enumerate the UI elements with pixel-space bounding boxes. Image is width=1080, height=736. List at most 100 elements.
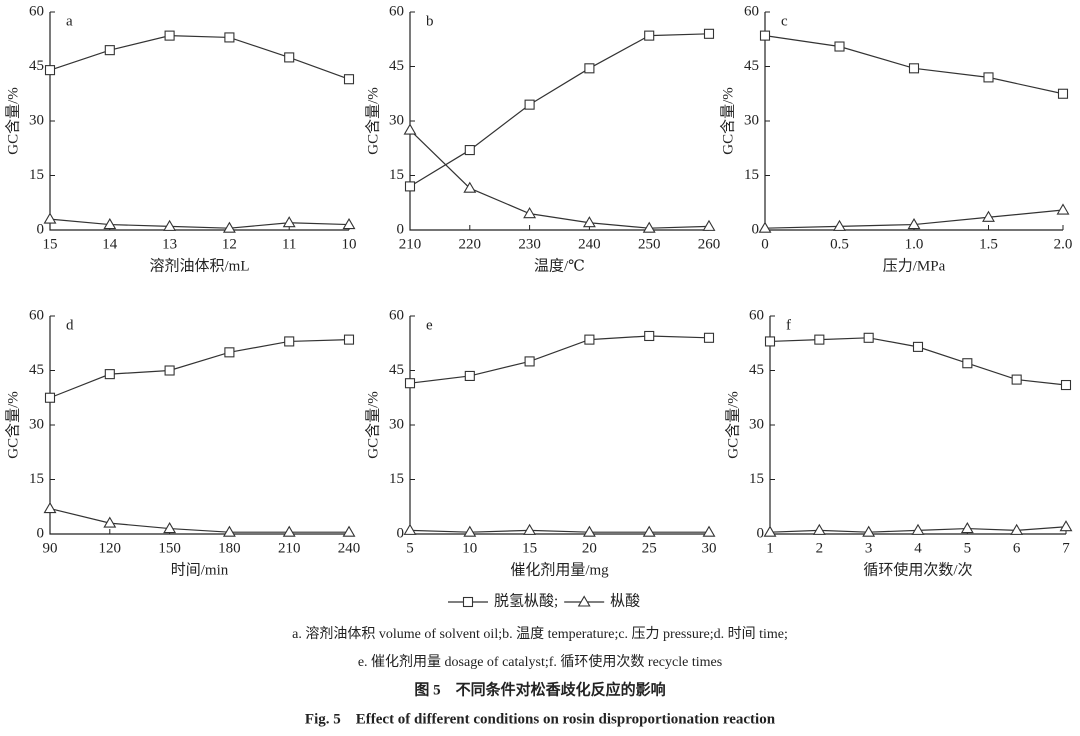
y-tick-label: 0: [752, 221, 760, 237]
y-tick-label: 45: [389, 362, 404, 378]
series-line: [409, 129, 710, 229]
x-tick-label: 1.0: [905, 236, 924, 252]
marker-square: [104, 369, 115, 380]
x-tick-label: 14: [102, 236, 118, 252]
y-tick-label: 45: [29, 58, 44, 74]
y-tick-label: 30: [389, 112, 404, 128]
x-tick-label: 15: [43, 236, 58, 252]
marker-triangle: [1010, 523, 1024, 535]
marker-triangle: [342, 217, 356, 230]
marker-square: [703, 332, 715, 343]
y-tick-label: 15: [29, 471, 44, 487]
axis-line: [409, 316, 709, 535]
marker-square: [224, 347, 235, 358]
marker-triangle: [282, 525, 296, 537]
x-tick-label: 180: [218, 540, 241, 556]
y-tick-label: 30: [389, 416, 404, 432]
x-tick-label: 0: [761, 236, 769, 252]
x-tick-label: 25: [642, 540, 657, 556]
marker-square: [759, 30, 771, 41]
legend-label: 脱氢枞酸;: [494, 592, 558, 609]
marker-triangle: [960, 521, 974, 534]
marker-square: [584, 63, 595, 74]
y-tick-label: 60: [389, 307, 404, 323]
marker-triangle: [862, 525, 876, 537]
x-tick-label: 250: [638, 236, 661, 252]
marker-square: [404, 181, 416, 192]
figure-title-en: Fig. 5 Effect of different conditions on…: [305, 711, 776, 727]
x-tick-label: 5: [964, 540, 972, 556]
axis-line: [409, 12, 709, 231]
marker-square: [524, 99, 535, 110]
x-tick-label: 13: [162, 236, 177, 252]
x-tick-label: 10: [342, 236, 357, 252]
marker-square: [863, 332, 874, 343]
marker-triangle: [911, 523, 925, 535]
marker-square: [464, 145, 475, 156]
x-axis-label: 压力/MPa: [883, 257, 946, 274]
marker-square: [764, 336, 776, 347]
marker-square: [703, 28, 715, 39]
marker-triangle: [523, 523, 537, 535]
x-axis-label: 溶剂油体积/mL: [150, 257, 250, 274]
marker-triangle: [982, 210, 995, 222]
x-tick-label: 1: [766, 540, 774, 556]
marker-square: [983, 72, 994, 83]
y-tick-label: 60: [389, 3, 404, 19]
x-tick-label: 230: [518, 236, 541, 252]
x-tick-label: 1.5: [979, 236, 998, 252]
y-axis-label: GC含量/%: [4, 391, 21, 459]
x-tick-label: 0.5: [830, 236, 849, 252]
x-tick-label: 150: [158, 540, 181, 556]
marker-triangle: [758, 221, 772, 233]
x-tick-label: 7: [1062, 540, 1070, 556]
marker-triangle: [702, 219, 716, 231]
series-line: [49, 339, 350, 399]
legend-label: 枞酸: [610, 592, 640, 609]
marker-square: [834, 41, 845, 52]
marker-square: [962, 358, 973, 369]
marker-square: [462, 596, 474, 608]
y-axis-label: GC含量/%: [719, 87, 736, 155]
y-tick-label: 30: [749, 416, 764, 432]
marker-square: [912, 341, 924, 352]
y-axis-label: GC含量/%: [364, 87, 381, 155]
y-tick-label: 15: [29, 167, 44, 183]
marker-square: [44, 392, 56, 403]
marker-triangle: [282, 216, 296, 228]
marker-square: [644, 30, 655, 41]
y-tick-label: 30: [29, 112, 44, 128]
y-tick-label: 30: [29, 416, 44, 432]
y-axis-label: GC含量/%: [4, 87, 21, 155]
x-tick-label: 15: [522, 540, 537, 556]
marker-triangle: [523, 207, 537, 219]
panel-letter: b: [426, 13, 434, 29]
marker-triangle: [577, 595, 591, 607]
marker-triangle: [43, 501, 57, 514]
series-line: [49, 35, 350, 80]
axis-line: [49, 12, 349, 231]
marker-triangle: [582, 525, 596, 537]
y-tick-label: 15: [744, 167, 759, 183]
marker-triangle: [463, 181, 477, 193]
marker-square: [404, 378, 416, 389]
marker-square: [343, 334, 355, 345]
y-tick-label: 15: [389, 167, 404, 183]
marker-triangle: [833, 219, 846, 231]
y-tick-label: 0: [397, 221, 405, 237]
y-tick-label: 45: [29, 362, 44, 378]
marker-triangle: [43, 212, 57, 224]
y-tick-label: 0: [37, 525, 45, 541]
y-tick-label: 60: [744, 3, 759, 19]
panel-letter: f: [786, 317, 791, 333]
x-tick-label: 240: [578, 236, 601, 252]
y-tick-label: 60: [749, 307, 764, 323]
figure-title-cn: 图 5 不同条件对松香歧化反应的影响: [414, 680, 665, 698]
marker-square: [644, 330, 655, 342]
marker-square: [524, 356, 535, 367]
y-tick-label: 0: [397, 525, 405, 541]
series-line: [409, 529, 709, 533]
caption-line: e. 催化剂用量 dosage of catalyst;f. 循环使用次数 re…: [358, 653, 722, 670]
x-tick-label: 3: [865, 540, 873, 556]
